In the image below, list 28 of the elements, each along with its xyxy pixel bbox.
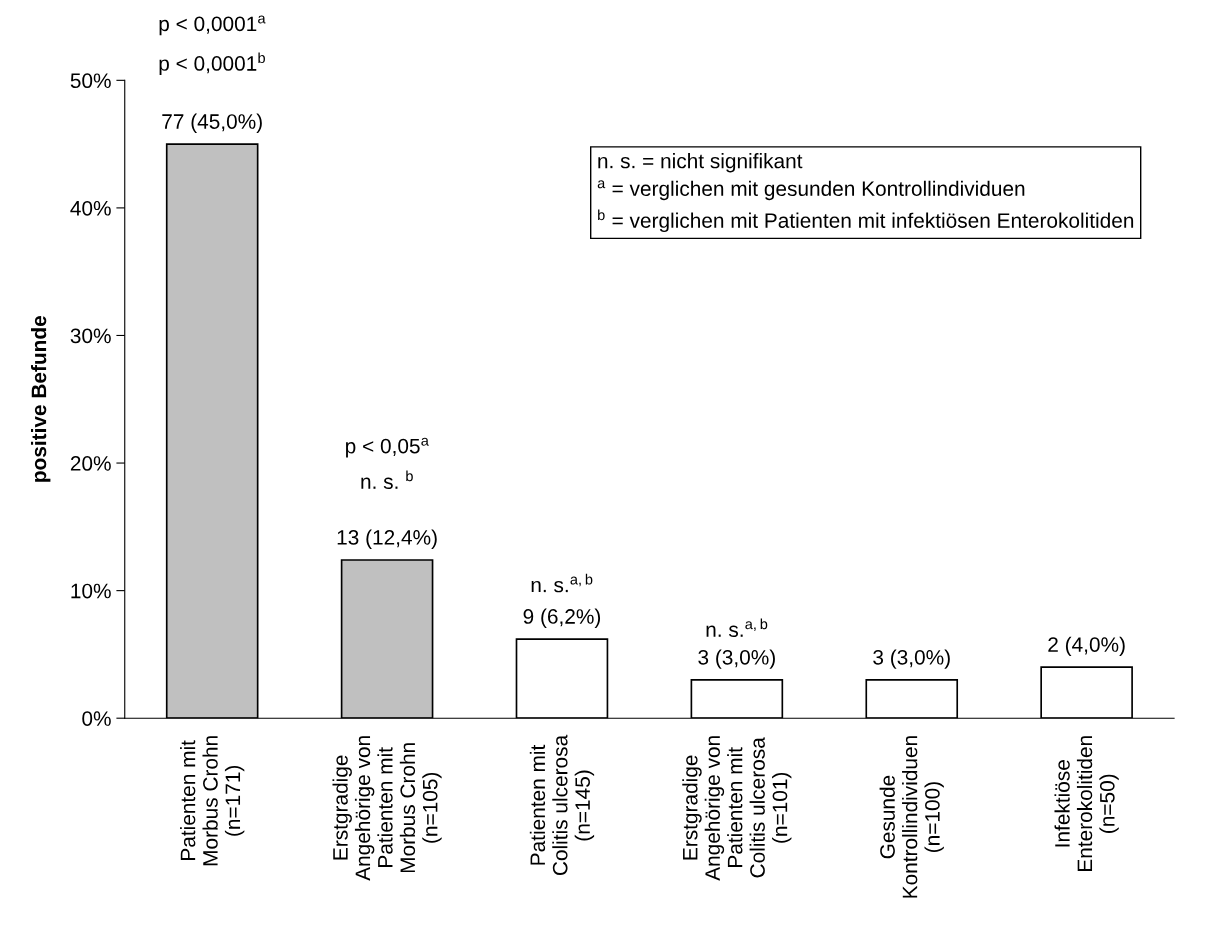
x-tick-label: Infektiöse Enterokolitiden (n=50): [1054, 736, 1119, 871]
annotation: n. s. = nicht signifikant: [598, 153, 803, 173]
text: p < 0,0001$^{b}$: [159, 52, 265, 75]
data-label: 3 (3,0%): [698, 649, 775, 669]
annotation: n. s.$^{a,b}$: [531, 573, 593, 593]
y-tick-label: 30%: [70, 328, 111, 344]
annotation: p < 0,05$^{a}$: [346, 437, 429, 458]
x-tick-label: Gesunde Kontrollindividuen (n=100): [879, 736, 944, 898]
y-tick-label: 50%: [70, 73, 111, 89]
y-tick-label: 0%: [82, 711, 111, 726]
annotation: n. s.$^{a,b}$: [706, 618, 768, 637]
data-label: 3 (3,0%): [873, 649, 950, 669]
data-label: 2 (4,0%): [1048, 636, 1125, 657]
y-axis-title: positive Befunde: [30, 316, 51, 482]
y-tick-label: 40%: [70, 200, 111, 216]
x-tick-label: Patienten mit Colitis ulcerosa (n=145): [529, 734, 595, 876]
data-label: 77 (45,0%): [162, 113, 262, 133]
x-tick-label: Erstgradige Angehörige von Patienten mit Morbus Crohn (n=105): [332, 736, 442, 881]
y-tick-label: 10%: [71, 583, 111, 599]
annotation: n. s. $^{b}$: [361, 470, 413, 489]
y-tick-label: 20%: [70, 456, 111, 471]
annotation: $^{b}$ = verglichen mit Patienten mit infektiösen Enterokolitiden: [598, 209, 1134, 233]
x-tick-label: Erstgradige Angehörige von Patienten mit Colitis ulcerosa (n=101): [682, 736, 792, 881]
data-label: 13 (12,4%): [337, 529, 437, 549]
data-label: 9 (6,2%): [523, 608, 601, 628]
annotation: $^{a}$ = verglichen mit gesunden Kontrollindividuen: [597, 180, 1025, 201]
x-tick-label: Patienten mit Morbus Crohn (n=171): [180, 736, 245, 866]
text: p < 0,0001$^{a}$: [159, 15, 266, 36]
